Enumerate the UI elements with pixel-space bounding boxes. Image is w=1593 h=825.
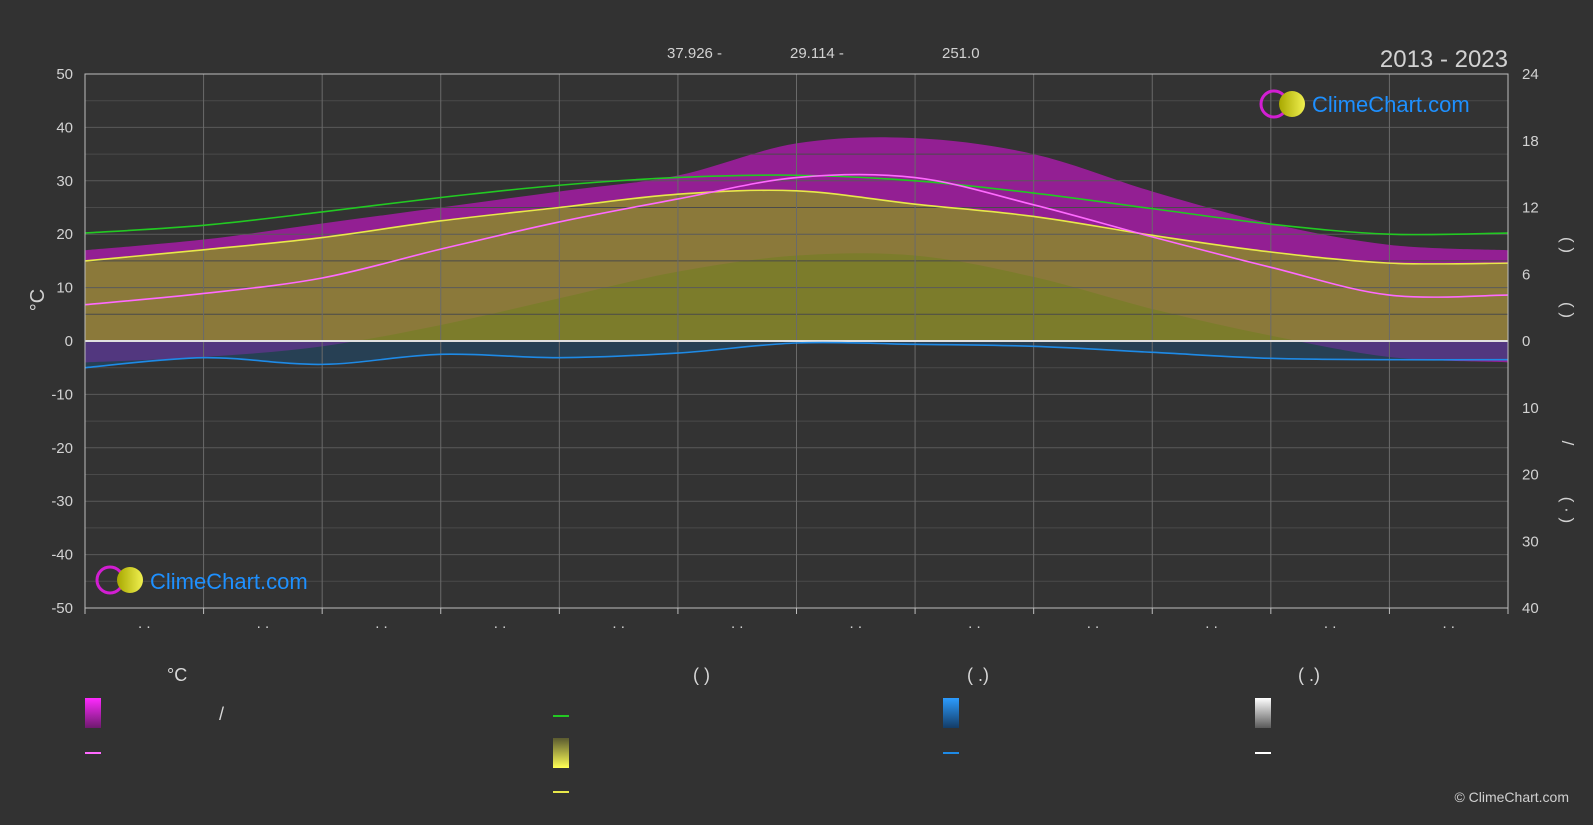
precipitation-line bbox=[84, 341, 1509, 369]
legend-sun-header: ( ) bbox=[693, 665, 710, 685]
axes: 50 40 30 20 10 0 -10 -20 -30 -40 -50 24 18 12 6 0 10 20 30… bbox=[51, 66, 1538, 632]
grid bbox=[85, 73, 1508, 609]
legend-rain-range-swatch bbox=[943, 698, 959, 728]
x-tick-label: . . bbox=[1324, 615, 1337, 632]
y-tick-label-right-hours: 12 bbox=[1522, 200, 1539, 217]
y-tick-label-left: 0 bbox=[65, 333, 73, 350]
y-tick-label-left: 20 bbox=[56, 226, 73, 243]
series-lines bbox=[84, 173, 1509, 369]
y-tick-label-left: -10 bbox=[51, 386, 73, 403]
y-tick-label-right-hours: 18 bbox=[1522, 133, 1539, 150]
logo-sun-icon bbox=[117, 567, 143, 593]
y-tick-label-right-hours: 24 bbox=[1522, 66, 1539, 83]
y-tick-label-left: -50 bbox=[51, 600, 73, 617]
x-tick-label: . . bbox=[494, 615, 507, 632]
right-axis-hours-label-1: ( ) bbox=[1558, 237, 1577, 253]
legend-temp-range-swatch bbox=[85, 698, 101, 728]
y-tick-label-left: 10 bbox=[56, 280, 73, 297]
sunshine-line bbox=[84, 189, 1509, 265]
y-tick-label-left: 40 bbox=[56, 119, 73, 136]
y-axis-left-label: °C bbox=[27, 289, 49, 311]
latitude-text: 37.926 - bbox=[667, 45, 722, 62]
y-tick-label-right-precip: 30 bbox=[1522, 533, 1539, 550]
x-tick-label: . . bbox=[138, 615, 151, 632]
logo-sun-icon bbox=[1279, 91, 1305, 117]
y-tick-label-left: -20 bbox=[51, 440, 73, 457]
legend-rain-line-swatch bbox=[943, 752, 959, 754]
logo-text: ClimeChart.com bbox=[1312, 92, 1470, 117]
copyright-text: © ClimeChart.com bbox=[1454, 789, 1569, 805]
legend-snow-header: ( .) bbox=[1298, 665, 1320, 685]
x-tick-label: . . bbox=[968, 615, 981, 632]
mean-temperature-line bbox=[84, 173, 1509, 306]
x-tick-label: . . bbox=[731, 615, 744, 632]
legend-temp-slash: / bbox=[219, 704, 225, 724]
y-tick-label-left: -30 bbox=[51, 493, 73, 510]
legend-temp-line-swatch bbox=[85, 752, 101, 754]
x-tick-label: . . bbox=[612, 615, 625, 632]
legend-sunshine-line-swatch bbox=[553, 791, 569, 793]
x-tick-label: . . bbox=[850, 615, 863, 632]
x-tick-label: . . bbox=[1442, 615, 1455, 632]
right-axis-precip-label-2: ( · ) bbox=[1558, 497, 1577, 523]
y-tick-label-left: 50 bbox=[56, 66, 73, 83]
logo-text: ClimeChart.com bbox=[150, 569, 308, 594]
legend-temp-header: °C bbox=[167, 665, 188, 685]
y-tick-label-right-hours: 0 bbox=[1522, 333, 1530, 350]
x-tick-label: . . bbox=[1205, 615, 1218, 632]
legend-sunshine-range-swatch bbox=[553, 738, 569, 768]
y-tick-label-left: -40 bbox=[51, 547, 73, 564]
x-tick-label: . . bbox=[375, 615, 388, 632]
y-tick-label-right-precip: 10 bbox=[1522, 400, 1539, 417]
daylight-line bbox=[84, 174, 1509, 236]
y-tick-label-right-hours: 6 bbox=[1522, 266, 1530, 283]
legend-daylight-swatch bbox=[553, 715, 569, 717]
years-text: 2013 - 2023 bbox=[1380, 46, 1508, 73]
legend-rain-header: ( .) bbox=[967, 665, 989, 685]
y-tick-label-left: 30 bbox=[56, 173, 73, 190]
longitude-text: 29.114 - bbox=[790, 45, 844, 62]
x-tick-label: . . bbox=[1087, 615, 1100, 632]
legend-snow-line-swatch bbox=[1255, 752, 1271, 754]
logo-bottom[interactable]: ClimeChart.com bbox=[95, 565, 308, 595]
x-tick-label: . . bbox=[257, 615, 270, 632]
right-axis-precip-label-1: / bbox=[1558, 441, 1577, 446]
right-axis-hours-label-2: ( ) bbox=[1558, 302, 1577, 318]
y-tick-label-right-precip: 40 bbox=[1522, 600, 1539, 617]
y-tick-label-right-precip: 20 bbox=[1522, 467, 1539, 484]
legend-snow-range-swatch bbox=[1255, 698, 1271, 728]
elevation-text: 251.0 bbox=[942, 45, 980, 62]
logo-top[interactable]: ClimeChart.com bbox=[1259, 89, 1470, 119]
